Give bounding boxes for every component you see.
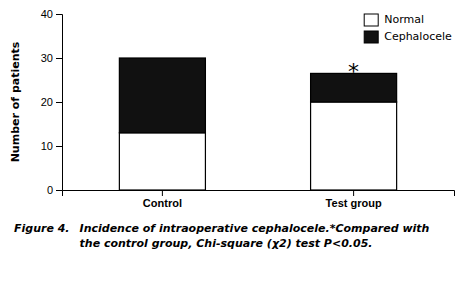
legend-label: Normal [384,13,424,26]
y-tick-label: 0 [47,184,53,196]
y-tick-mark [56,14,62,15]
legend-item: Normal [364,13,424,26]
y-tick-mark [56,146,62,147]
x-tick-mark [353,190,354,196]
y-tick: 20 [41,96,62,108]
bar [119,58,205,133]
x-tick-label: Control [143,197,182,209]
caption-label: Figure 4. [14,222,70,235]
plot: 0 10 20 30 40 Control Test group * Normal Cephalo… [41,8,455,209]
x-axis: Control Test group [63,190,455,209]
chart: 0 10 20 30 40 Control Test group * Normal Cephalo… [0,0,474,282]
annotation: * [348,59,359,84]
y-tick-mark [56,102,62,103]
y-tick: 40 [41,8,62,20]
y-tick-label: 20 [41,96,53,108]
y-axis-line [56,15,63,191]
legend-item: Cephalocele [364,30,452,43]
legend-swatch [364,14,378,26]
caption: the control group, Chi-square (χ2) test … [80,237,373,250]
y-tick: 10 [41,140,62,152]
legend-swatch [364,31,378,43]
x-tick: Control [143,190,182,209]
y-tick: 0 [47,184,62,196]
caption: Incidence of intraoperative cephalocele.… [80,222,430,235]
y-tick: 30 [41,52,62,64]
x-tick-mark [162,190,163,196]
y-tick-label: 30 [41,52,53,64]
x-axis-line [63,191,455,197]
legend: Normal Cephalocele [364,13,452,43]
y-tick-label: 10 [41,140,53,152]
y-tick-mark [56,190,62,191]
bars [119,58,396,190]
y-axis: 0 10 20 30 40 [41,8,63,196]
y-tick-label: 40 [41,8,53,20]
y-tick-mark [56,58,62,59]
y-axis-title: Number of patients [9,41,22,162]
x-tick-label: Test group [326,197,382,209]
bar [311,102,397,190]
x-tick: Test group [326,190,382,209]
legend-label: Cephalocele [384,30,452,43]
bar [119,133,205,190]
